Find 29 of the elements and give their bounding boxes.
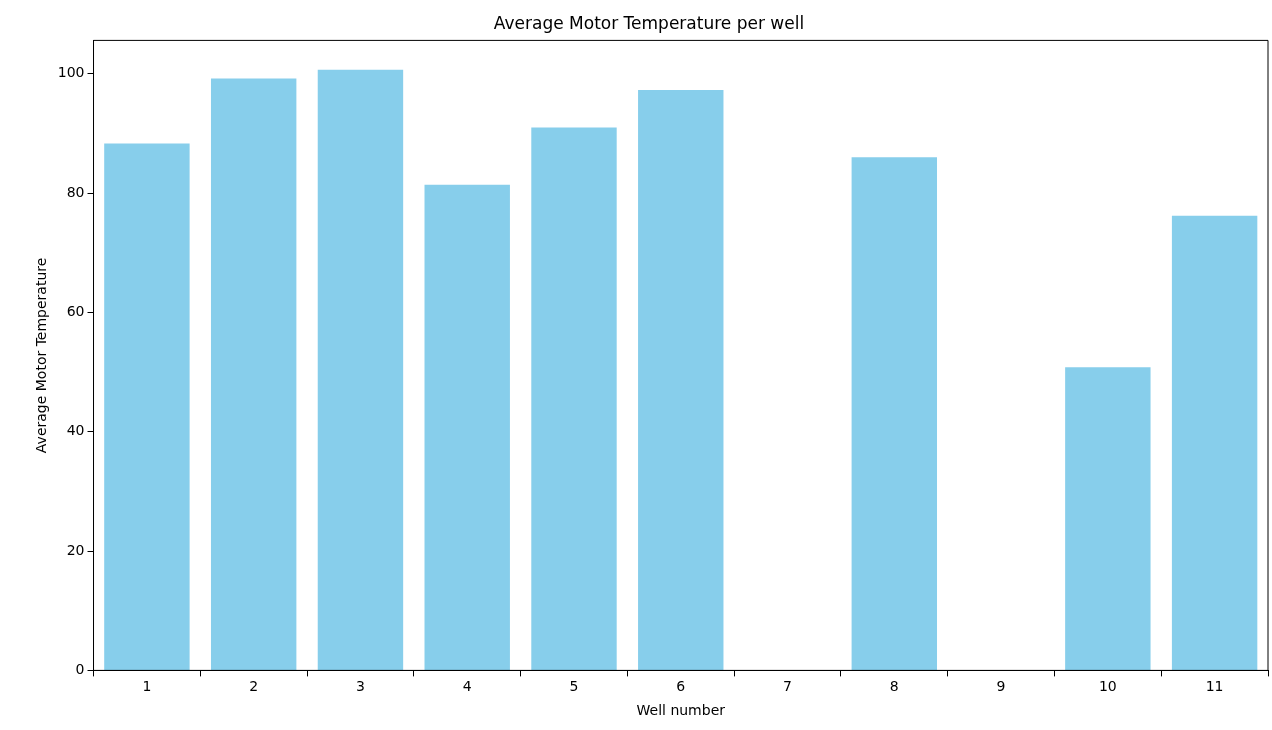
x-tick-label: 2 xyxy=(249,678,259,695)
y-tick-label: 80 xyxy=(66,183,85,200)
x-tick-label: 9 xyxy=(996,678,1006,695)
y-tick-label: 40 xyxy=(66,422,85,439)
x-tick-label: 8 xyxy=(889,678,899,695)
bar xyxy=(1065,367,1151,670)
bar xyxy=(317,69,404,670)
x-tick-label: 1 xyxy=(142,678,152,695)
x-tick-label: 3 xyxy=(355,678,365,695)
x-axis-title: Well number xyxy=(636,702,726,719)
y-tick-label: 100 xyxy=(57,64,85,81)
bar xyxy=(531,127,617,670)
chart-title: Average Motor Temperature per well xyxy=(493,12,805,33)
bar xyxy=(638,89,724,670)
y-tick-label: 0 xyxy=(75,661,85,678)
x-tick-label: 7 xyxy=(783,678,792,695)
bar xyxy=(851,157,938,670)
y-tick-label: 60 xyxy=(66,303,85,320)
x-tick-label: 10 xyxy=(1098,678,1117,695)
x-tick-label: 5 xyxy=(569,678,579,695)
x-tick-label: 11 xyxy=(1205,678,1224,695)
bar xyxy=(424,184,510,670)
bar xyxy=(210,78,297,670)
y-tick-label: 20 xyxy=(66,541,85,558)
y-axis-title: Average Motor Temperature xyxy=(33,257,50,454)
x-tick-label: 6 xyxy=(676,678,686,695)
bar xyxy=(104,143,190,670)
x-tick-label: 4 xyxy=(462,678,472,695)
bar xyxy=(1171,215,1258,670)
